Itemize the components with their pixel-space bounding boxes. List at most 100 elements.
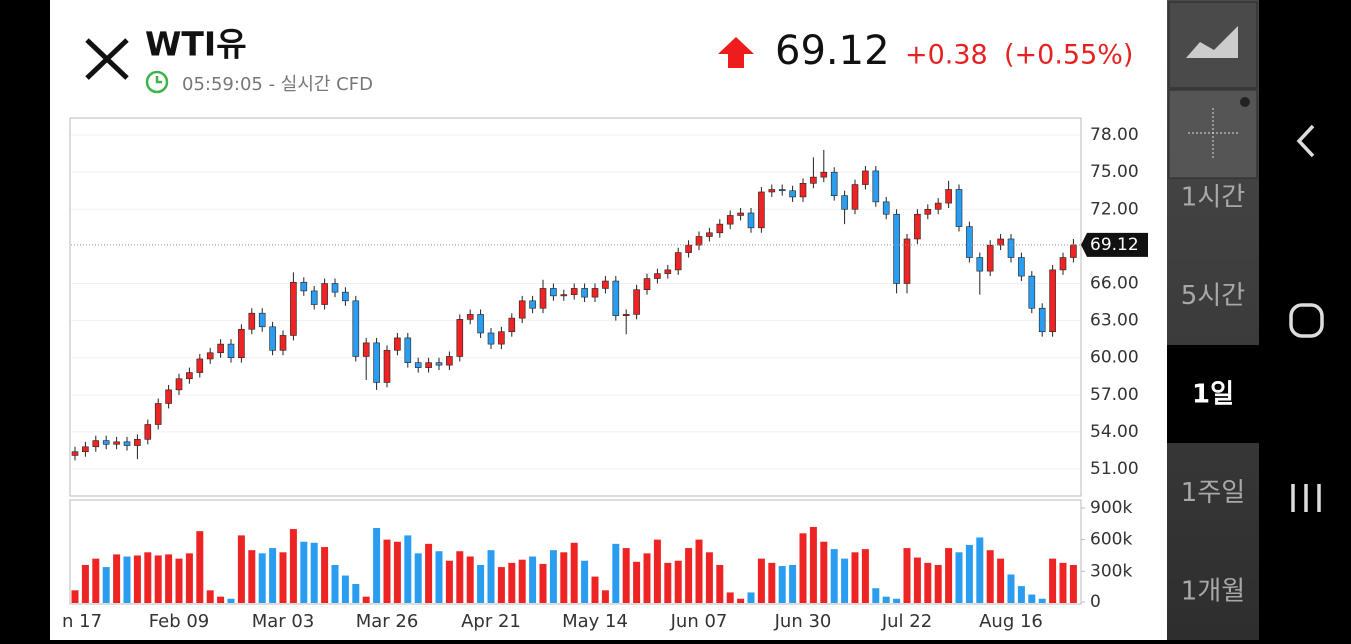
candle-body [799,183,807,198]
timeframe-button[interactable]: 1시간 [1181,183,1245,213]
volume-bar [81,564,89,603]
y-tick-label: 60.00 [1090,348,1139,368]
candle-body [602,280,609,289]
volume-tick-label: 900k [1090,498,1132,518]
volume-bar [903,548,911,603]
candle-body [404,337,412,363]
volume-bar [622,548,630,603]
candle-body [1028,275,1036,309]
candle-body [1049,269,1056,333]
volume-bar [789,564,797,603]
volume-bar [861,549,869,603]
candle-body [934,202,942,210]
candle-body [154,403,162,425]
chart-panel [50,0,1167,640]
candle-body [144,424,152,440]
volume-bar [913,557,921,603]
volume-bar [830,549,838,603]
volume-bar [1069,564,1077,603]
candle-body [466,314,474,320]
candle-body [851,184,859,210]
last-price-tag [1081,232,1148,257]
volume-bar [217,596,225,603]
volume-bar [1059,562,1067,603]
volume-bar [1007,574,1015,603]
candle-body [269,326,276,351]
volume-bar [986,550,994,603]
volume-bar [809,526,817,603]
volume-bar [653,539,661,603]
candle-body [955,189,963,227]
candle-body [966,226,973,258]
timeframe-button[interactable]: 5시간 [1181,281,1245,311]
home-button[interactable] [1289,303,1324,338]
candle-body [622,314,630,316]
volume-bar [92,558,100,603]
candle-body [1070,244,1077,258]
candle-body [685,244,692,253]
time-text: 05:59:05 - 실시간 CFD [182,74,373,95]
candle-body [310,290,318,305]
candle-body [924,208,932,215]
candle-body [227,343,235,359]
candle-body [498,331,505,345]
left-bar [0,0,50,640]
candle-body [862,170,869,185]
candle-body [539,288,547,309]
x-tick-label: Aug 16 [979,611,1043,632]
chart-type-button[interactable] [1168,1,1258,89]
timeframe-button[interactable]: 1개월 [1181,577,1245,607]
candle-body [778,189,786,192]
volume-bar [331,564,339,603]
candle-body [518,300,526,319]
candle-body [529,300,536,309]
candle-body [591,288,599,298]
timeframe-button[interactable]: 1일 [1192,380,1234,410]
y-tick-label: 57.00 [1090,385,1139,405]
volume-bar [165,554,173,603]
volume-bar [851,552,859,603]
candle-body [477,314,484,334]
volume-bar [955,552,963,603]
candle-body [217,343,224,354]
volume-bar [1017,586,1025,603]
volume-bar [945,548,953,603]
volume-bar [757,558,765,603]
candle-body [997,238,1004,246]
back-button[interactable] [1296,124,1315,158]
x-tick-label: May 14 [562,611,628,632]
volume-bar [1049,558,1057,603]
candle-body [113,441,120,445]
candle-body [186,372,193,380]
volume-bar [965,544,973,603]
volume-bar [716,564,724,603]
x-tick-label: Apr 21 [461,611,521,632]
volume-tick-label: 0 [1090,592,1101,612]
volume-tick-label: 300k [1090,561,1132,581]
candle-body [290,281,297,336]
y-tick-label: 51.00 [1090,459,1139,479]
timeframe-button[interactable]: 1주일 [1181,478,1245,508]
candle-body [134,439,141,446]
candle-body [92,440,100,448]
close-button[interactable] [85,38,129,80]
volume-bar [404,535,412,603]
candle-body [810,176,817,184]
volume-bar [175,558,183,603]
volume-bar [477,564,485,603]
crosshair-button[interactable] [1168,89,1258,179]
volume-bar [102,567,110,603]
y-tick-label: 75.00 [1090,162,1139,182]
candle-body [279,335,287,351]
volume-bar [674,560,682,603]
volume-bar [133,555,141,603]
volume-bar [529,556,537,603]
volume-bar [737,598,745,603]
candle-body [206,352,214,360]
volume-bar [705,552,713,603]
recents-button[interactable] [1291,484,1321,512]
volume-bar [581,560,589,603]
candle-body [352,300,360,357]
volume-bar [893,598,901,603]
